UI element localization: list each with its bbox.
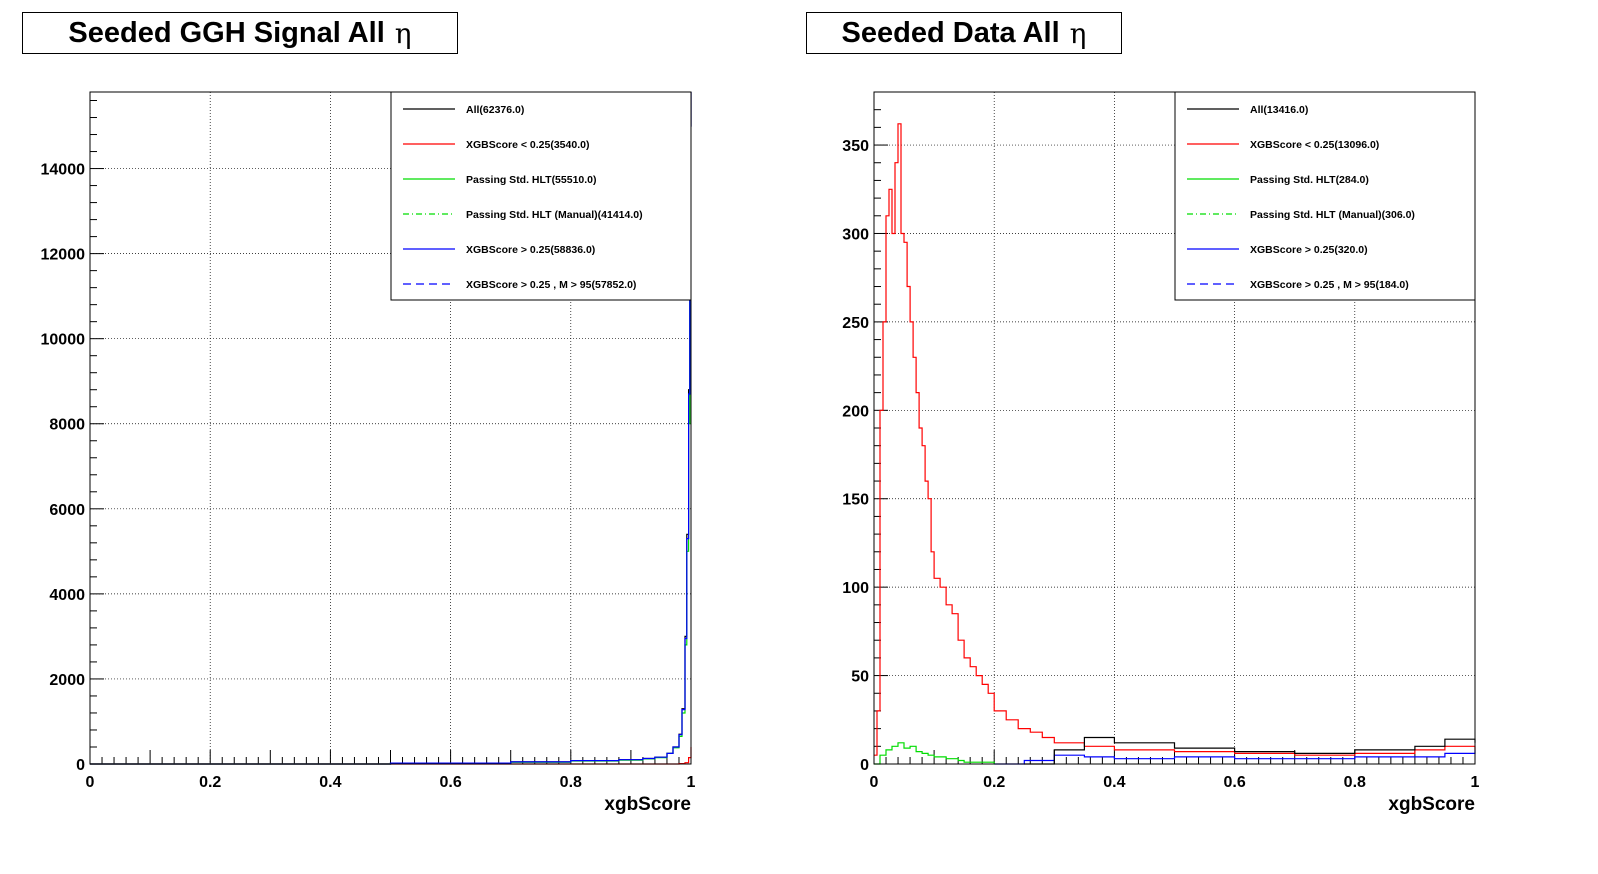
y-tick-label: 150	[842, 492, 869, 509]
legend-entry-label: XGBScore > 0.25(58836.0)	[466, 244, 595, 256]
y-tick-label: 100	[842, 580, 869, 597]
y-tick-label: 8000	[49, 417, 85, 434]
chart-title: Seeded GGH Signal All η	[22, 12, 458, 54]
x-tick-label: 0.8	[1344, 774, 1366, 791]
y-tick-label: 10000	[41, 332, 86, 349]
legend-entry-label: All(13416.0)	[1250, 104, 1308, 116]
legend-entry-label: XGBScore < 0.25(3540.0)	[466, 139, 589, 151]
x-tick-label: 0	[86, 774, 95, 791]
y-tick-label: 0	[76, 757, 85, 774]
legend: All(62376.0) XGBScore < 0.25(3540.0) Passi…	[390, 91, 692, 301]
x-tick-label: 0.6	[439, 774, 461, 791]
x-tick-label: 1	[687, 774, 696, 791]
legend-entry-label: XGBScore > 0.25 , M > 95(184.0)	[1250, 279, 1409, 291]
histogram-series-line	[874, 742, 995, 765]
y-tick-label: 12000	[41, 247, 86, 264]
legend-entry-label: Passing Std. HLT (Manual)(306.0)	[1250, 209, 1415, 221]
histogram-series-line	[874, 123, 1476, 756]
x-tick-label: 0.4	[319, 774, 341, 791]
y-tick-label: 14000	[41, 162, 86, 179]
x-axis-label: xgbScore	[604, 794, 691, 815]
y-tick-label: 50	[851, 669, 869, 686]
legend-entry-label: Passing Std. HLT(284.0)	[1250, 174, 1369, 186]
eta-symbol: η	[1069, 16, 1087, 50]
legend-entry-label: XGBScore > 0.25(320.0)	[1250, 244, 1368, 256]
y-tick-label: 2000	[49, 672, 85, 689]
chart-title-text: Seeded Data All	[841, 16, 1060, 49]
eta-symbol: η	[394, 16, 412, 50]
left-histogram-pad: Seeded GGH Signal All η 0 0.2 0.4 0.6 0.8 1 0 2…	[22, 12, 696, 815]
y-tick-label: 0	[860, 757, 869, 774]
chart-title: Seeded Data All η	[806, 12, 1122, 54]
y-tick-label: 250	[842, 315, 869, 332]
x-axis-label: xgbScore	[1388, 794, 1475, 815]
y-tick-label: 200	[842, 403, 869, 420]
histogram-plot: 0 0.2 0.4 0.6 0.8 1 0 2000 4000 6000 8000 10000 1200…	[41, 91, 696, 815]
x-tick-label: 0.2	[199, 774, 221, 791]
x-tick-label: 0	[870, 774, 879, 791]
right-histogram-pad: Seeded Data All η 0 0.2 0.4 0.6 0.8 1 0 50 100 15…	[799, 0, 1598, 874]
x-tick-label: 0.8	[560, 774, 582, 791]
legend-box	[390, 91, 692, 301]
legend-entry-label: Passing Std. HLT(55510.0)	[466, 174, 597, 186]
x-tick-label: 0.2	[983, 774, 1005, 791]
legend-entry-label: XGBScore < 0.25(13096.0)	[1250, 139, 1379, 151]
legend-entry-label: All(62376.0)	[466, 104, 524, 116]
x-tick-label: 0.4	[1103, 774, 1125, 791]
chart-title-text: Seeded GGH Signal All	[68, 16, 385, 49]
y-tick-label: 4000	[49, 587, 85, 604]
histogram-series-line	[90, 92, 692, 765]
y-tick-label: 300	[842, 226, 869, 243]
legend-entry-label: XGBScore > 0.25 , M > 95(57852.0)	[466, 279, 636, 291]
y-tick-label: 6000	[49, 502, 85, 519]
legend: All(13416.0) XGBScore < 0.25(13096.0) Pass…	[1174, 91, 1476, 301]
y-tick-label: 350	[842, 138, 869, 155]
x-tick-label: 1	[1471, 774, 1480, 791]
x-tick-label: 0.6	[1223, 774, 1245, 791]
legend-box	[1174, 91, 1476, 301]
legend-entry-label: Passing Std. HLT (Manual)(41414.0)	[466, 209, 643, 221]
histogram-plot: 0 0.2 0.4 0.6 0.8 1 0 50 100 150 200 250 300 350 xgbSc…	[842, 91, 1480, 815]
histogram-series-line	[1024, 736, 1476, 765]
